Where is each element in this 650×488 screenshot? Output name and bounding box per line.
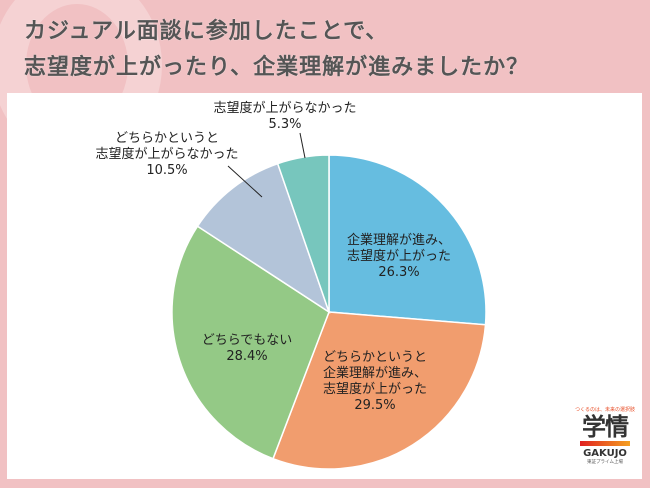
logo-sub: 東証プライム上場: [587, 460, 623, 465]
slice-label-s3: どちらでもない 28.4%: [202, 333, 293, 365]
slice-label-s5: 志望度が上がらなかった 5.3%: [213, 101, 356, 133]
logo-kanji: 学情: [582, 413, 629, 441]
title-line-1: カジュアル面談に参加したことで、: [24, 19, 389, 44]
label-line: 企業理解が進み、: [322, 366, 428, 381]
label-percent: 26.3%: [378, 265, 420, 280]
label-line: どちらかというと: [114, 131, 220, 146]
slice-label-s1: 企業理解が進み、 志望度が上がった 26.3%: [347, 233, 451, 281]
label-line: 志望度が上がった: [346, 249, 452, 264]
label-line: 志望度が上がらなかった: [213, 101, 357, 116]
logo-gradient-bar: [580, 441, 630, 446]
title-line-2: 志望度が上がったり、企業理解が進みましたか？: [24, 55, 530, 80]
label-line: 志望度が上がらなかった: [95, 147, 239, 162]
leader-line-s5: [299, 132, 306, 159]
pie-slice-3: [171, 225, 330, 460]
label-line: 志望度が上がった: [322, 382, 428, 397]
leader-line-s4: [227, 165, 263, 198]
page-title: カジュアル面談に参加したことで、 志望度が上がったり、企業理解が進みましたか？: [24, 14, 529, 86]
gakujo-logo: つくるのは、未来の選択肢 学情 GAKUJO 東証プライム上場: [572, 407, 638, 466]
slice-label-s2: どちらかというと 企業理解が進み、 志望度が上がった 29.5%: [323, 350, 427, 414]
pie-slice-1: [328, 154, 487, 326]
label-percent: 5.3%: [268, 117, 302, 132]
pie-slice-2: [272, 311, 487, 470]
label-percent: 10.5%: [146, 163, 188, 178]
label-percent: 29.5%: [354, 398, 396, 413]
label-line: どちらでもない: [201, 333, 293, 348]
label-percent: 28.4%: [226, 349, 268, 364]
logo-tagline: つくるのは、未来の選択肢: [575, 407, 635, 413]
pie-slice-5: [276, 154, 330, 313]
label-line: どちらかというと: [322, 350, 428, 365]
slice-label-s4: どちらかというと 志望度が上がらなかった 10.5%: [95, 131, 238, 179]
logo-english: GAKUJO: [583, 448, 627, 459]
label-line: 企業理解が進み、: [346, 233, 452, 248]
pie-slice-4: [196, 162, 331, 314]
